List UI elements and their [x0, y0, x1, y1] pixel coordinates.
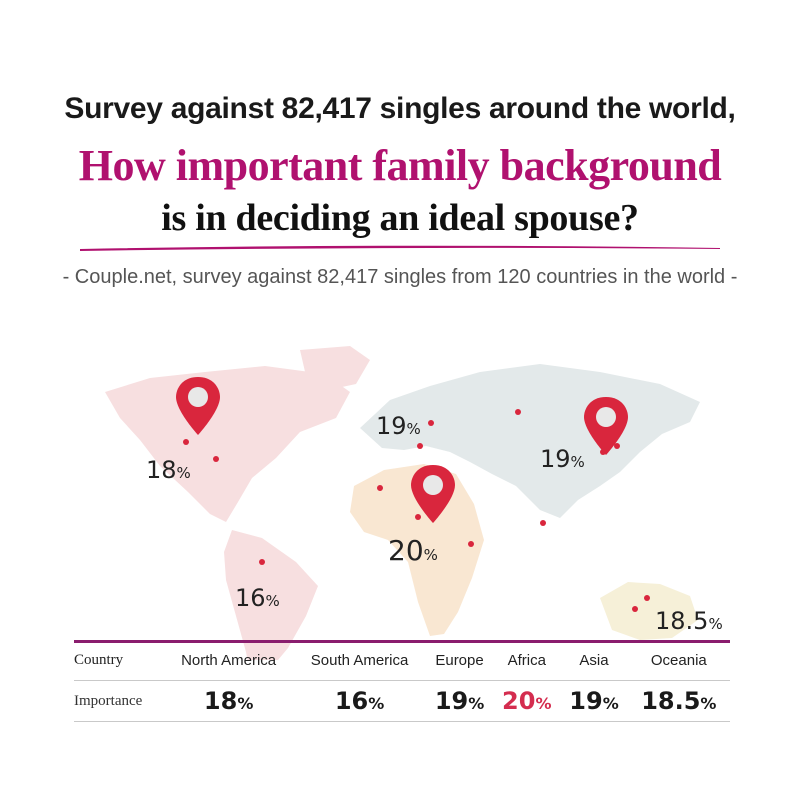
headline-line-1: Survey against 82,417 singles around the… — [64, 92, 736, 125]
headline-line-2: How important family background — [78, 141, 722, 190]
continent-south-america — [224, 530, 318, 660]
map-label-asia: 19% — [540, 445, 585, 473]
continent-africa — [350, 464, 484, 636]
headline-line-3: is in deciding an ideal spouse? — [161, 197, 639, 239]
row-label-importance: Importance — [74, 680, 164, 722]
col-header-africa: Africa — [493, 640, 561, 681]
map-label-south-america: 16% — [235, 584, 280, 612]
col-header-europe: Europe — [425, 640, 494, 681]
marker-dot — [213, 456, 219, 462]
map-pin-icon — [176, 377, 220, 435]
marker-dot — [468, 541, 474, 547]
marker-dots — [183, 409, 650, 612]
source-note: - Couple.net, survey against 82,417 sing… — [62, 266, 738, 288]
marker-dot — [632, 606, 638, 612]
col-header-north-america: North America — [164, 640, 294, 681]
value-north-america: 18% — [203, 687, 254, 715]
marker-dot — [415, 514, 421, 520]
table-row-importance: Importance 18% 16% 19% 20% 19% 18.5% — [74, 680, 730, 722]
map-label-north-america: 18% — [146, 456, 191, 484]
map-pin-icon — [584, 397, 628, 455]
marker-dot — [540, 520, 546, 526]
col-header-asia: Asia — [560, 640, 628, 681]
importance-table: Country North America South America Euro… — [74, 640, 730, 722]
marker-dot — [644, 595, 650, 601]
map-label-africa: 20% — [388, 534, 438, 567]
world-map: 18% 16% 19% 20% 19% 18.5% — [105, 346, 723, 660]
headline-underline — [80, 245, 720, 251]
table-row-country: Country North America South America Euro… — [74, 640, 730, 681]
map-pin-icon — [411, 465, 455, 523]
value-africa: 20% — [502, 687, 552, 715]
marker-dot — [428, 420, 434, 426]
map-label-oceania: 18.5% — [655, 607, 723, 635]
marker-dot — [417, 443, 423, 449]
marker-dot — [515, 409, 521, 415]
value-europe: 19% — [434, 687, 485, 715]
value-asia: 19% — [569, 687, 619, 715]
map-label-europe: 19% — [376, 412, 421, 440]
marker-dot — [377, 485, 383, 491]
col-header-oceania: Oceania — [627, 640, 730, 681]
value-south-america: 16% — [334, 687, 385, 715]
marker-dot — [183, 439, 189, 445]
continent-greenland — [300, 346, 370, 390]
continent-north-america — [105, 366, 350, 522]
col-header-south-america: South America — [293, 640, 426, 681]
value-oceania: 18.5% — [641, 687, 717, 715]
continent-oceania — [600, 582, 698, 640]
marker-dot — [614, 443, 620, 449]
row-label-country: Country — [74, 640, 164, 681]
marker-dot — [259, 559, 265, 565]
